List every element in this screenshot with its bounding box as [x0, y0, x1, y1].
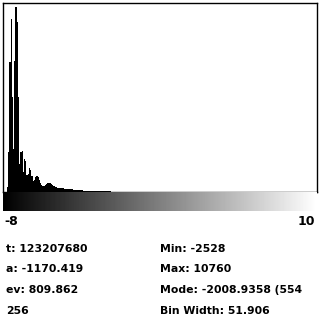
Bar — [96, 191, 98, 192]
Bar — [47, 183, 49, 192]
Bar — [19, 164, 20, 192]
Bar — [92, 191, 94, 192]
Bar — [90, 191, 92, 192]
Bar — [73, 189, 74, 192]
Bar — [89, 191, 90, 192]
Bar — [80, 190, 82, 192]
Bar — [100, 191, 101, 192]
Bar — [46, 184, 47, 192]
Bar — [13, 149, 14, 192]
Bar — [30, 170, 31, 192]
Bar — [15, 7, 17, 192]
Bar — [33, 180, 34, 192]
Text: Mode: -2008.9358 (554: Mode: -2008.9358 (554 — [160, 285, 302, 295]
Bar — [50, 183, 51, 192]
Bar — [43, 186, 44, 192]
Bar — [24, 159, 25, 192]
Bar — [44, 186, 45, 192]
Bar — [88, 191, 89, 192]
Bar — [76, 190, 77, 192]
Text: a: -1170.419: a: -1170.419 — [6, 264, 84, 274]
Bar — [8, 152, 9, 192]
Text: -8: -8 — [5, 214, 19, 228]
Bar — [17, 22, 18, 192]
Bar — [14, 61, 15, 192]
Bar — [64, 188, 66, 192]
Bar — [49, 183, 50, 192]
Text: Max: 10760: Max: 10760 — [160, 264, 231, 274]
Text: Min: -2528: Min: -2528 — [160, 244, 225, 253]
Bar — [111, 191, 112, 192]
Bar — [37, 177, 39, 192]
Bar — [25, 161, 27, 192]
Bar — [105, 191, 106, 192]
Bar — [94, 191, 95, 192]
Bar — [72, 189, 73, 192]
Bar — [83, 191, 84, 192]
Bar — [7, 187, 8, 192]
Bar — [74, 190, 76, 192]
Bar — [86, 191, 88, 192]
Bar — [67, 189, 68, 192]
Bar — [95, 191, 96, 192]
Bar — [18, 97, 19, 192]
Bar — [12, 97, 13, 192]
Bar — [27, 175, 28, 192]
Bar — [58, 188, 60, 192]
Bar — [9, 61, 11, 192]
Bar — [57, 188, 58, 192]
Bar — [63, 188, 64, 192]
Bar — [66, 188, 67, 192]
Bar — [98, 191, 99, 192]
Bar — [78, 190, 79, 192]
Bar — [21, 151, 23, 192]
Bar — [104, 191, 105, 192]
Bar — [20, 152, 21, 192]
Bar — [82, 190, 83, 192]
Bar — [84, 191, 85, 192]
Text: t: 123207680: t: 123207680 — [6, 244, 88, 253]
Bar — [71, 189, 72, 192]
Bar — [40, 183, 41, 192]
Text: ev: 809.862: ev: 809.862 — [6, 285, 79, 295]
Bar — [102, 191, 104, 192]
Bar — [55, 187, 56, 192]
Bar — [36, 176, 37, 192]
Bar — [99, 191, 100, 192]
Text: 10: 10 — [298, 214, 315, 228]
Bar — [11, 19, 12, 192]
Bar — [29, 168, 30, 192]
Bar — [28, 174, 29, 192]
Bar — [61, 188, 62, 192]
Bar — [52, 185, 53, 192]
Bar — [108, 191, 110, 192]
Bar — [107, 191, 108, 192]
Bar — [110, 191, 111, 192]
Bar — [62, 188, 63, 192]
Bar — [77, 190, 78, 192]
Bar — [69, 189, 71, 192]
Bar — [41, 186, 43, 192]
Bar — [106, 191, 107, 192]
Text: 256: 256 — [6, 306, 29, 316]
Bar — [45, 185, 46, 192]
Bar — [85, 191, 86, 192]
Bar — [79, 190, 80, 192]
Bar — [51, 184, 52, 192]
Text: Bin Width: 51.906: Bin Width: 51.906 — [160, 306, 270, 316]
Bar — [101, 191, 102, 192]
Bar — [23, 172, 24, 192]
Bar — [39, 180, 40, 192]
Bar — [60, 188, 61, 192]
Bar — [56, 187, 57, 192]
Bar — [53, 186, 55, 192]
Bar — [35, 177, 36, 192]
Bar — [31, 176, 33, 192]
Bar — [34, 180, 35, 192]
Bar — [68, 189, 69, 192]
